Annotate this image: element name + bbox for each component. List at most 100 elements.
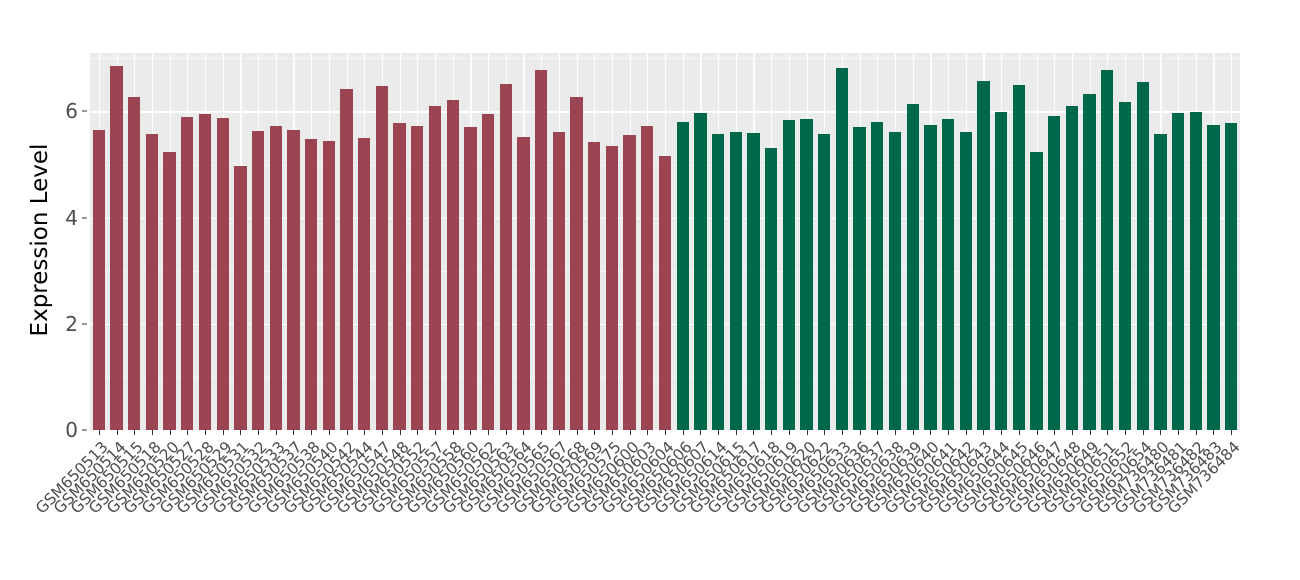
x-axis-tick-mark (948, 430, 950, 435)
bar (1171, 113, 1185, 430)
bar (605, 145, 619, 430)
bar (269, 126, 282, 430)
x-axis-tick-mark (753, 430, 755, 435)
bar (818, 134, 831, 430)
bar (835, 67, 849, 430)
bar (375, 86, 389, 430)
x-axis-tick-mark (417, 430, 419, 435)
x-axis-tick-mark (912, 430, 914, 435)
x-axis-tick-mark (859, 430, 861, 435)
x-axis-tick-mark (399, 430, 401, 435)
bar (181, 116, 194, 430)
x-axis-tick-mark (1195, 430, 1197, 435)
x-axis-tick-mark (1142, 430, 1144, 435)
x-axis-tick-mark (841, 430, 843, 435)
x-axis-tick-mark (682, 430, 684, 435)
bar (694, 113, 707, 430)
bar (994, 112, 1008, 430)
x-axis-tick-mark (523, 430, 525, 435)
x-axis-tick-mark (1036, 430, 1038, 435)
bar (588, 141, 601, 430)
x-axis-tick-mark (293, 430, 295, 435)
bars-group (90, 53, 1240, 430)
x-axis-tick-mark (1018, 430, 1020, 435)
x-axis-tick-mark (328, 430, 330, 435)
x-axis-tick-mark (1071, 430, 1073, 435)
x-axis-tick-mark (558, 430, 560, 435)
x-axis-tick-mark (151, 430, 153, 435)
x-axis-tick-mark (134, 430, 136, 435)
bar (1189, 112, 1202, 430)
bar (676, 122, 689, 430)
bar (924, 124, 937, 430)
x-axis-tick-mark (346, 430, 348, 435)
bar (304, 139, 318, 430)
x-axis-tick-mark (1231, 430, 1233, 435)
bar (145, 134, 159, 430)
bar (322, 140, 336, 430)
bar (641, 126, 654, 430)
x-axis-tick-mark (187, 430, 189, 435)
bar (906, 103, 919, 430)
bar (446, 99, 459, 430)
bar (747, 132, 760, 430)
y-axis-tick-label: 4 (65, 205, 78, 230)
plot-panel (90, 53, 1240, 430)
x-axis-tick-mark (665, 430, 666, 435)
x-axis-tick-mark (877, 430, 879, 435)
bar (1118, 101, 1132, 430)
bar (393, 123, 406, 430)
x-axis-tick-mark (1178, 430, 1180, 435)
x-axis-tick-mark (435, 430, 436, 435)
bar (92, 130, 106, 430)
x-axis-tick-mark (594, 430, 596, 435)
x-axis-tick-mark (806, 430, 808, 435)
bar (517, 136, 530, 430)
bar (340, 88, 353, 430)
bar (198, 114, 212, 430)
x-axis-tick-mark (771, 430, 773, 435)
bar (481, 114, 495, 430)
y-axis-tick-label: 6 (65, 99, 78, 124)
bar (163, 152, 176, 430)
bar (959, 131, 972, 430)
bar (764, 147, 778, 430)
x-axis-tick-mark (364, 430, 366, 435)
x-axis-tick-mark (983, 430, 985, 435)
bar (800, 118, 813, 430)
x-axis-tick-mark (611, 430, 613, 435)
x-axis-tick-mark (258, 430, 260, 435)
bar (1083, 93, 1096, 430)
bar (216, 117, 229, 430)
bar (534, 70, 548, 430)
bar (888, 132, 902, 430)
bar (623, 135, 636, 430)
bar (1224, 123, 1238, 430)
bar (711, 133, 725, 430)
x-axis-tick-mark (735, 430, 737, 435)
x-axis-tick-mark (629, 430, 631, 435)
bar (871, 122, 884, 430)
x-axis-labels: GSM650513 GSM650514 GSM650515 GSM650518 GSM6… (32, 438, 1244, 578)
x-axis-tick-mark (205, 430, 206, 435)
bar (570, 97, 583, 430)
x-axis-tick-mark (718, 430, 720, 435)
x-axis-tick-mark (98, 430, 100, 435)
x-axis-tick-mark (452, 430, 454, 435)
x-axis-tick-mark (311, 430, 313, 435)
y-axis-tick-mark (82, 429, 87, 431)
x-axis-tick-mark (930, 430, 932, 435)
bar (128, 97, 141, 430)
y-axis-tick-mark (82, 217, 87, 219)
x-axis-tick-mark (488, 430, 490, 435)
x-axis-tick-mark (470, 430, 472, 435)
y-axis-tick-mark (82, 323, 87, 325)
bar (1154, 133, 1167, 430)
x-axis-tick-mark (1001, 430, 1003, 435)
bar (464, 127, 477, 430)
bar (658, 156, 672, 430)
bar (499, 83, 512, 430)
bar (977, 80, 990, 430)
y-axis-title: Expression Level (27, 143, 53, 337)
